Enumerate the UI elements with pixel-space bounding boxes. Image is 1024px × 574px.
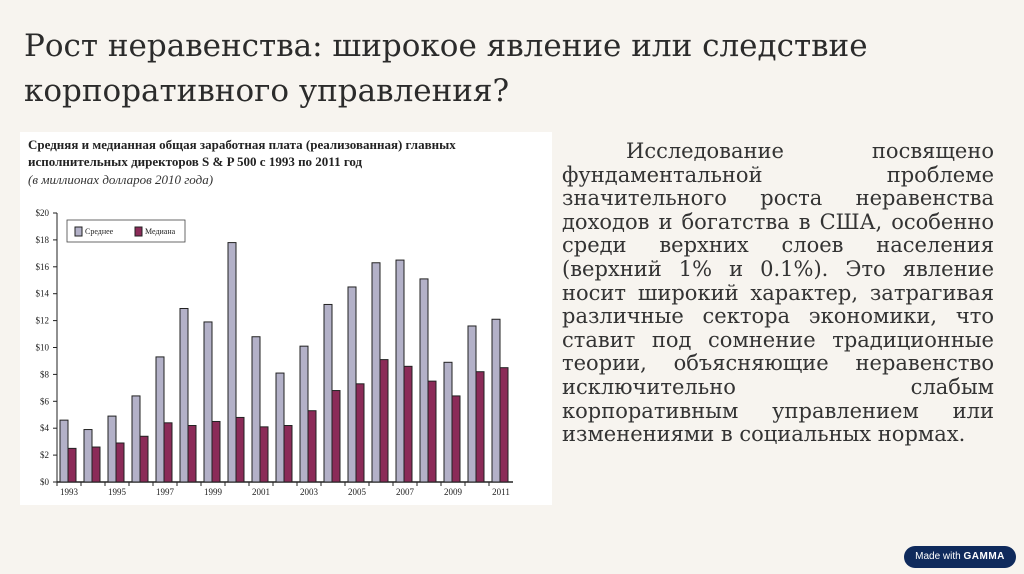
bar-chart: $0 $2 $4 $6 $8 $10 $12 $14 $16 $18 $20 1993 1995 1997…: [36, 208, 513, 497]
slide-title-line2: корпоративного управления?: [24, 73, 510, 109]
x-tick-label: 2005: [348, 487, 367, 497]
bar-mean-1999: [203, 321, 213, 483]
bar-mean-2003: [299, 345, 309, 483]
badge-prefix: Made with: [915, 551, 961, 562]
bar-mean-1993: [59, 419, 69, 483]
y-tick-label: $8: [40, 369, 50, 379]
bar-mean-2001: [251, 336, 261, 483]
x-tick-label: 1997: [156, 487, 175, 497]
legend-swatch: [134, 226, 143, 237]
body-paragraph: Исследование посвящено фундаментальной п…: [562, 139, 994, 447]
y-tick-label: $20: [36, 208, 50, 218]
bar-median-1993: [67, 447, 77, 483]
bar-median-2004: [331, 390, 341, 483]
bar-mean-2007: [395, 259, 405, 483]
y-tick-label: $10: [36, 343, 50, 353]
bar-mean-1998: [179, 307, 189, 483]
x-tick-label: 1999: [204, 487, 223, 497]
bar-median-1994: [91, 446, 101, 483]
bar-mean-1995: [107, 415, 117, 483]
bar-mean-1994: [83, 429, 93, 483]
chart-title-line2: исполнительных директоров S & P 500 с 19…: [28, 154, 363, 169]
bar-mean-2011: [491, 318, 501, 483]
bar-mean-2009: [443, 361, 453, 483]
y-tick-label: $2: [40, 450, 49, 460]
bar-mean-2000: [227, 242, 237, 483]
bar-mean-1997: [155, 356, 165, 483]
bar-mean-2002: [275, 372, 285, 483]
y-tick-label: $14: [36, 289, 50, 299]
y-tick-label: $0: [40, 477, 50, 487]
bar-median-2007: [403, 365, 413, 483]
legend-box: [66, 219, 186, 243]
chart-image: Средняя и медианная общая заработная пла…: [20, 132, 552, 505]
bar-mean-2010: [467, 325, 477, 483]
bar-mean-2005: [347, 286, 357, 483]
bar-median-2011: [499, 367, 509, 483]
y-tick-label: $12: [36, 316, 50, 326]
bar-mean-2006: [371, 262, 381, 483]
y-tick-label: $4: [40, 423, 50, 433]
bar-median-2008: [427, 380, 437, 483]
x-tick-label: 2007: [396, 487, 415, 497]
bar-median-2001: [259, 426, 269, 483]
bar-median-1998: [187, 425, 197, 483]
x-tick-label: 2003: [300, 487, 319, 497]
bar-median-2009: [451, 395, 461, 483]
bar-mean-2004: [323, 303, 333, 483]
bar-median-2002: [283, 425, 293, 483]
bar-median-1995: [115, 442, 125, 483]
bar-median-1999: [211, 420, 221, 483]
bar-median-2005: [355, 383, 365, 483]
legend-swatch: [74, 226, 83, 237]
y-tick-label: $18: [36, 235, 50, 245]
y-tick-label: $6: [40, 396, 50, 406]
chart-subtitle: (в миллионах долларов 2010 года): [28, 172, 214, 187]
legend-label: Медиана: [145, 227, 176, 236]
bar-median-2000: [235, 416, 245, 483]
made-with-gamma-badge[interactable]: Made with GAMMA: [904, 546, 1016, 568]
bar-median-1997: [163, 422, 173, 483]
legend-label: Среднее: [85, 227, 114, 236]
bar-mean-2008: [419, 278, 429, 483]
x-tick-label: 1993: [60, 487, 79, 497]
bar-median-2010: [475, 371, 485, 483]
bar-median-2006: [379, 359, 389, 483]
chart-title-line1: Средняя и медианная общая заработная пла…: [28, 137, 456, 152]
y-tick-label: $16: [36, 262, 50, 272]
x-tick-label: 1995: [108, 487, 127, 497]
slide-title: Рост неравенства: широкое явление или сл…: [24, 24, 924, 114]
x-tick-label: 2009: [444, 487, 463, 497]
body-text: Исследование посвящено фундаментальной п…: [562, 139, 994, 447]
badge-brand: GAMMA: [963, 551, 1005, 562]
slide-title-line1: Рост неравенства: широкое явление или сл…: [24, 28, 868, 64]
bar-median-2003: [307, 410, 317, 483]
x-tick-label: 2001: [252, 487, 270, 497]
bar-median-1996: [139, 435, 149, 483]
x-tick-label: 2011: [492, 487, 510, 497]
chart-title: Средняя и медианная общая заработная пла…: [28, 136, 456, 170]
bar-mean-1996: [131, 395, 141, 483]
